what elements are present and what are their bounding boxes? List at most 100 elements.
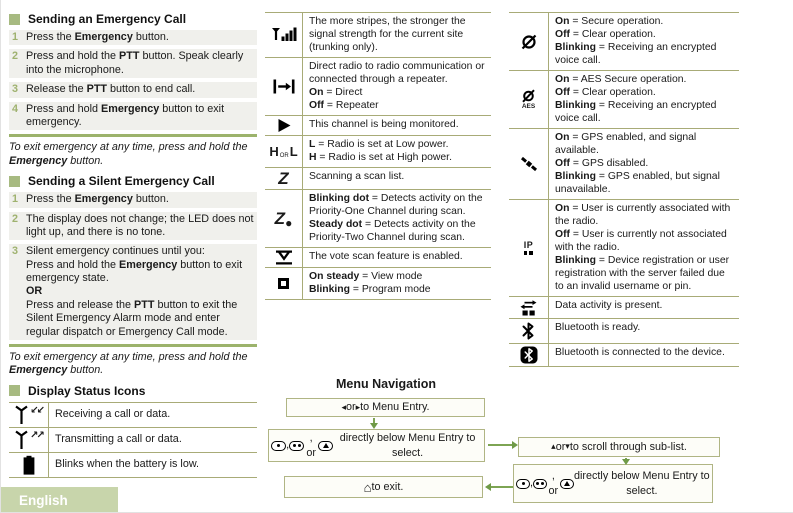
- flow-box-exit: ⌂ to exit.: [284, 476, 483, 498]
- home-icon: ⌂: [363, 479, 372, 495]
- flow-arrow-right: [488, 441, 518, 449]
- row-description: On = GPS enabled, and signal available. O…: [555, 132, 720, 195]
- section-header: Sending a Silent Emergency Call: [9, 174, 257, 188]
- emergency-exit-note: To exit emergency at any time, press and…: [9, 141, 248, 167]
- step-item: 2 The display does not change; the LED do…: [9, 211, 257, 241]
- left-arrow-icon: ◂: [341, 401, 346, 412]
- step-number: 3: [12, 83, 19, 96]
- step-item: 1 Press the Emergency button.: [9, 192, 257, 208]
- ip-user-icon: IP: [509, 200, 549, 296]
- row-description: On steady = View mode Blinking = Program …: [309, 271, 431, 295]
- soft-button-3-icon: [559, 478, 574, 489]
- row-description: L = Radio is set at Low power. H = Radio …: [309, 139, 452, 163]
- table-row: IP On = User is currently associated with…: [509, 200, 739, 297]
- emergency-exit-note: To exit emergency at any time, press and…: [9, 350, 248, 377]
- emergency-call-steps: 1 Press the Emergency button. 2 Press and h…: [9, 30, 257, 131]
- section-silent-emergency-call: Sending a Silent Emergency Call 1 Press t…: [9, 174, 257, 378]
- table-row: Z Scanning a scan list.: [265, 168, 491, 190]
- table-row: Data activity is present.: [509, 297, 739, 319]
- step-text: Press the Emergency button.: [26, 31, 169, 43]
- table-row: Z ● Blinking dot = Detects activity on the…: [265, 190, 491, 248]
- section-display-status-icons: Display Status Icons ↙↙ Receiving a call …: [9, 384, 257, 478]
- step-number: 1: [12, 193, 19, 206]
- step-item: 2 Press and hold the PTT button. Speak cl…: [9, 49, 257, 79]
- language-banner: English: [1, 487, 118, 512]
- table-row: Bluetooth is ready.: [509, 319, 739, 344]
- receiving-icon: ↙↙: [9, 402, 49, 427]
- step-text: The display does not change; the LED doe…: [26, 212, 254, 238]
- row-description: Blinks when the battery is low.: [55, 457, 200, 470]
- soft-button-1-icon: [516, 478, 531, 489]
- row-description: Data activity is present.: [555, 300, 663, 311]
- section-bullet-icon: [9, 175, 20, 187]
- transmitting-icon: ↗↗: [9, 427, 49, 452]
- bluetooth-connected-icon: [509, 344, 549, 366]
- status-icon-table: ↙↙ Receiving a call or data. ↗↗ Transmittin…: [9, 401, 257, 478]
- step-text: Release the PTT button to end call.: [26, 83, 196, 96]
- step-number: 2: [12, 212, 19, 225]
- row-description: Blinking dot = Detects activity on the P…: [309, 193, 483, 243]
- section-header: Sending an Emergency Call: [9, 12, 257, 26]
- gps-icon: [509, 129, 549, 199]
- row-description: Scanning a scan list.: [309, 171, 405, 182]
- row-description: Receiving a call or data.: [55, 407, 171, 420]
- table-row: The more stripes, the stronger the signa…: [265, 13, 491, 58]
- row-description: Bluetooth is ready.: [555, 322, 641, 333]
- section-title: Sending an Emergency Call: [28, 12, 187, 26]
- icon-table-right: On = Secure operation. Off = Clear operat…: [509, 12, 739, 367]
- divider-rule: [9, 134, 257, 138]
- step-number: 1: [12, 31, 19, 43]
- row-description: On = Secure operation. Off = Clear operat…: [555, 16, 717, 66]
- divider-rule: [9, 343, 257, 347]
- step-text: Press the Emergency button.: [26, 193, 169, 206]
- step-number: 4: [12, 102, 19, 115]
- table-row: Direct radio to radio communication or c…: [265, 58, 491, 116]
- row-description: The vote scan feature is enabled.: [309, 251, 463, 262]
- row-description: Transmitting a call or data.: [55, 432, 182, 445]
- soft-button-3-icon: [317, 440, 334, 451]
- step-item: 4 Press and hold Emergency button to exit…: [9, 101, 257, 131]
- soft-button-2-icon: [533, 478, 548, 489]
- step-item: 3 Silent emergency continues until you: Pr…: [9, 244, 257, 340]
- soft-button-2-icon: [289, 440, 305, 451]
- flow-arrow-down-1: [370, 418, 378, 429]
- table-row: On steady = View mode Blinking = Program …: [265, 268, 491, 300]
- left-column: Sending an Emergency Call 1 Press the Eme…: [9, 12, 257, 478]
- section-bullet-icon: [9, 385, 20, 397]
- section-title: Sending a Silent Emergency Call: [28, 174, 215, 189]
- power-level-icon: H OR L: [265, 136, 303, 167]
- row-description: Bluetooth is connected to the device.: [555, 347, 725, 358]
- section-emergency-call: Sending an Emergency Call 1 Press the Eme…: [9, 12, 257, 168]
- step-number: 2: [12, 50, 19, 63]
- table-row: ↗↗ Transmitting a call or data.: [9, 427, 257, 453]
- up-arrow-icon: ▴: [551, 441, 556, 452]
- table-row: H OR L L = Radio is set at Low power. H = Ra…: [265, 136, 491, 168]
- scan-icon: Z: [265, 168, 303, 189]
- table-row: On = GPS enabled, and signal available. O…: [509, 129, 739, 200]
- soft-button-1-icon: [270, 440, 287, 451]
- language-label: English: [19, 492, 68, 508]
- section-title: Display Status Icons: [28, 383, 146, 398]
- menu-navigation-title: Menu Navigation: [335, 377, 436, 391]
- signal-strength-icon: [265, 13, 303, 57]
- step-text: Silent emergency continues until you: Pre…: [26, 245, 243, 338]
- priority-scan-icon: Z ●: [265, 190, 303, 247]
- table-row: This channel is being monitored.: [265, 116, 491, 136]
- right-column: On = Secure operation. Off = Clear operat…: [509, 12, 739, 367]
- middle-column: The more stripes, the stronger the signa…: [265, 12, 491, 300]
- step-text: Press and hold the PTT button. Speak cle…: [26, 50, 244, 76]
- aes-secure-icon: AES: [509, 71, 549, 128]
- row-description: On = AES Secure operation. Off = Clear op…: [555, 74, 717, 124]
- step-number: 3: [12, 245, 19, 258]
- row-description: Direct radio to radio communication or c…: [309, 61, 485, 111]
- view-program-icon: [265, 268, 303, 299]
- flow-arrow-down-2: [622, 458, 630, 465]
- table-row: On = Secure operation. Off = Clear operat…: [509, 13, 739, 71]
- flow-arrow-left: [485, 483, 513, 491]
- bluetooth-ready-icon: [509, 319, 549, 343]
- table-row: AES On = AES Secure operation. Off = Clear…: [509, 71, 739, 129]
- down-arrow-icon: ▾: [565, 441, 570, 452]
- vote-scan-icon: [265, 248, 303, 267]
- monitor-icon: [265, 116, 303, 135]
